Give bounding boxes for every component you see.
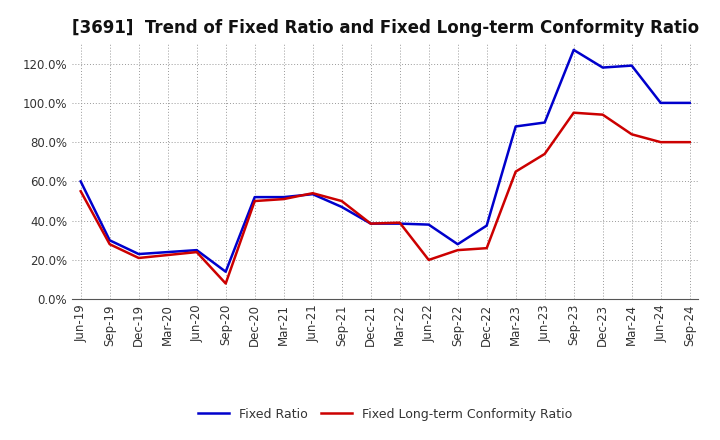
Fixed Ratio [598,65,607,70]
Fixed Long-term Conformity Ratio [279,196,288,202]
Fixed Long-term Conformity Ratio [424,257,433,263]
Fixed Long-term Conformity Ratio [308,191,317,196]
Fixed Long-term Conformity Ratio [221,281,230,286]
Fixed Ratio [338,204,346,209]
Fixed Ratio [279,194,288,200]
Fixed Long-term Conformity Ratio [251,198,259,204]
Fixed Ratio [482,223,491,228]
Fixed Ratio [76,179,85,184]
Fixed Ratio [192,247,201,253]
Line: Fixed Long-term Conformity Ratio: Fixed Long-term Conformity Ratio [81,113,690,283]
Title: [3691]  Trend of Fixed Ratio and Fixed Long-term Conformity Ratio: [3691] Trend of Fixed Ratio and Fixed Lo… [71,19,699,37]
Legend: Fixed Ratio, Fixed Long-term Conformity Ratio: Fixed Ratio, Fixed Long-term Conformity … [193,403,577,425]
Fixed Ratio [163,249,172,255]
Fixed Long-term Conformity Ratio [511,169,520,174]
Fixed Ratio [424,222,433,227]
Fixed Ratio [454,242,462,247]
Line: Fixed Ratio: Fixed Ratio [81,50,690,272]
Fixed Ratio [366,221,375,226]
Fixed Long-term Conformity Ratio [454,247,462,253]
Fixed Long-term Conformity Ratio [192,249,201,255]
Fixed Long-term Conformity Ratio [570,110,578,115]
Fixed Long-term Conformity Ratio [482,246,491,251]
Fixed Ratio [221,269,230,275]
Fixed Long-term Conformity Ratio [338,198,346,204]
Fixed Ratio [657,100,665,106]
Fixed Long-term Conformity Ratio [135,255,143,260]
Fixed Ratio [251,194,259,200]
Fixed Long-term Conformity Ratio [105,242,114,247]
Fixed Long-term Conformity Ratio [395,220,404,225]
Fixed Ratio [627,63,636,68]
Fixed Long-term Conformity Ratio [657,139,665,145]
Fixed Long-term Conformity Ratio [366,221,375,226]
Fixed Long-term Conformity Ratio [598,112,607,117]
Fixed Ratio [685,100,694,106]
Fixed Ratio [541,120,549,125]
Fixed Long-term Conformity Ratio [76,189,85,194]
Fixed Long-term Conformity Ratio [163,253,172,258]
Fixed Long-term Conformity Ratio [541,151,549,157]
Fixed Ratio [105,238,114,243]
Fixed Long-term Conformity Ratio [627,132,636,137]
Fixed Ratio [511,124,520,129]
Fixed Ratio [135,251,143,257]
Fixed Ratio [308,191,317,197]
Fixed Long-term Conformity Ratio [685,139,694,145]
Fixed Ratio [395,221,404,226]
Fixed Ratio [570,47,578,52]
